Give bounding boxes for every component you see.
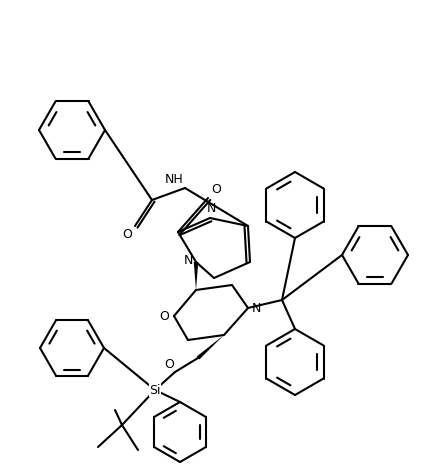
Text: N: N bbox=[206, 202, 216, 215]
Polygon shape bbox=[194, 262, 198, 290]
Text: N: N bbox=[184, 254, 193, 267]
Text: O: O bbox=[211, 183, 221, 196]
Text: NH: NH bbox=[165, 173, 184, 186]
Text: O: O bbox=[164, 358, 174, 371]
Polygon shape bbox=[197, 335, 224, 360]
Text: O: O bbox=[122, 228, 132, 241]
Text: N: N bbox=[252, 301, 262, 314]
Text: O: O bbox=[159, 310, 169, 322]
Text: Si: Si bbox=[149, 384, 161, 397]
